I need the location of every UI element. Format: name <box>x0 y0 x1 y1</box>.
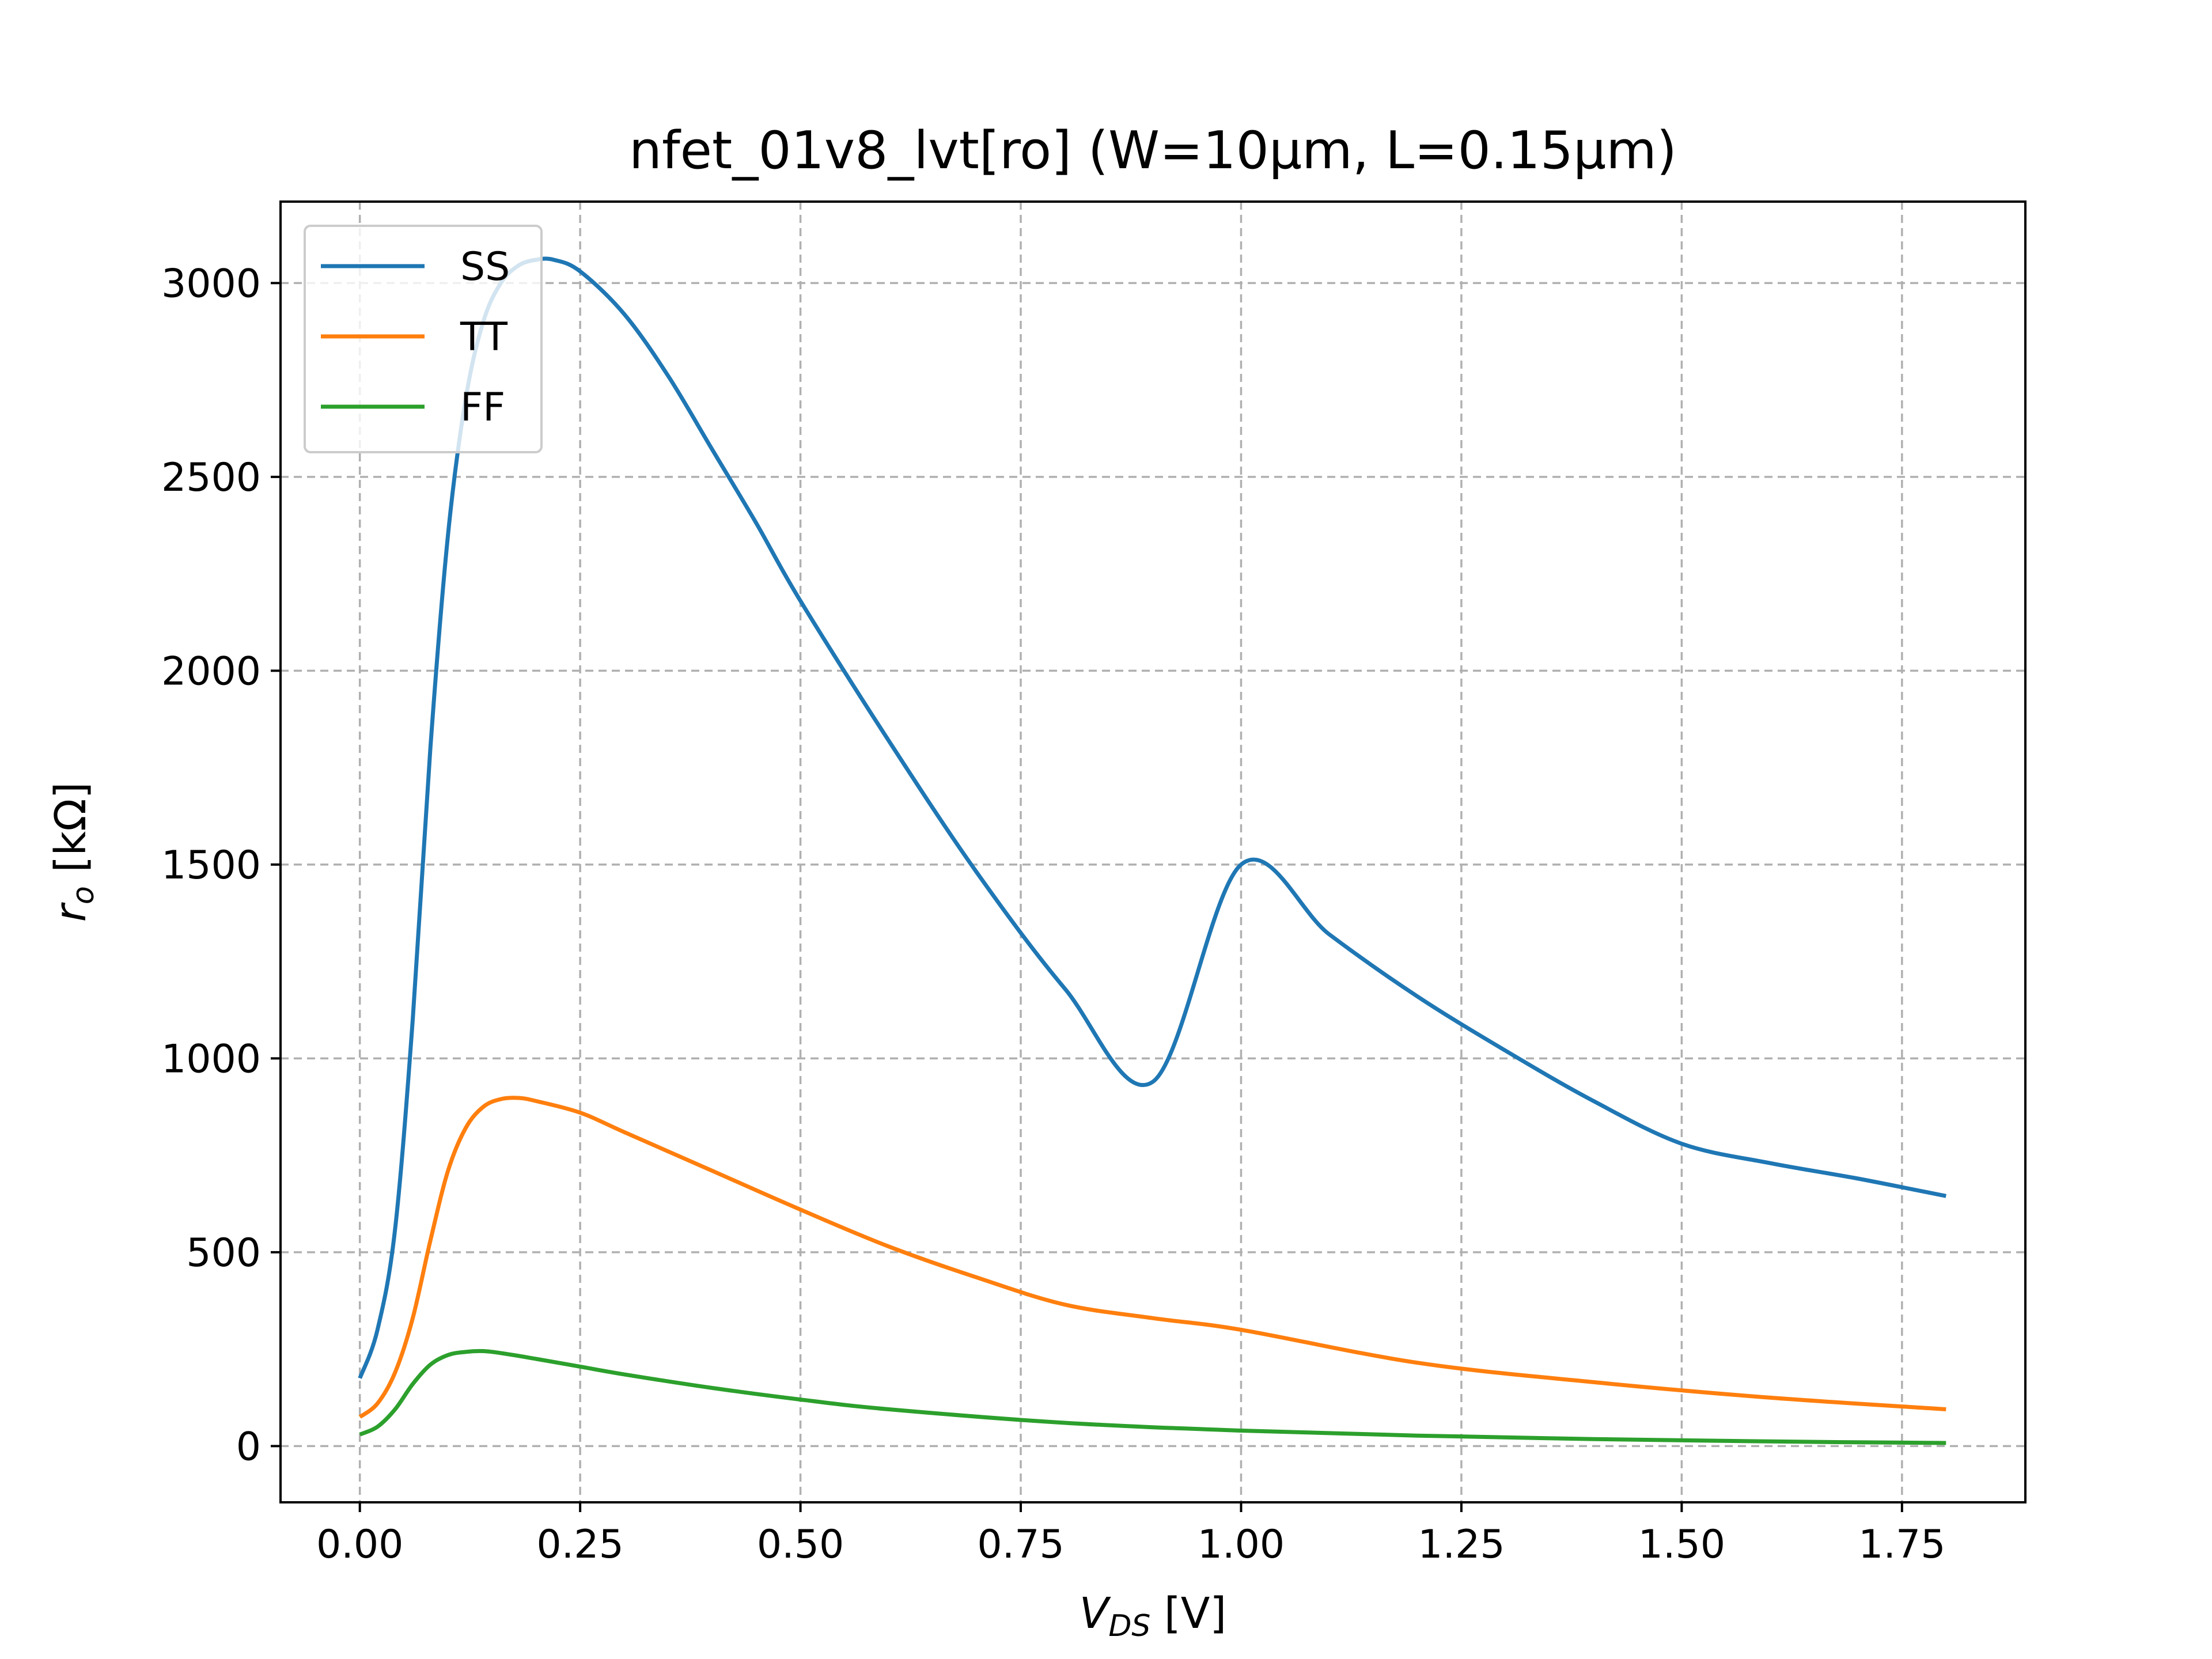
x-tick-label: 1.50 <box>1638 1522 1725 1567</box>
series-layer <box>358 256 1946 1445</box>
y-axis-label-unit: [kΩ] <box>46 782 96 887</box>
x-axis-label-main: V <box>1080 1589 1111 1638</box>
y-tick-label: 1500 <box>161 843 261 888</box>
y-tick-label: 0 <box>236 1424 261 1469</box>
y-tick-label: 2000 <box>161 649 261 694</box>
y-axis-label-sub: o <box>66 886 101 904</box>
x-tick-label: 1.00 <box>1198 1522 1285 1567</box>
legend-label-ff: FF <box>460 385 505 430</box>
series-line-tt <box>358 1096 1946 1419</box>
x-tick-label: 1.25 <box>1418 1522 1505 1567</box>
chart-title: nfet_01v8_lvt[ro] (W=10μm, L=0.15μm) <box>629 120 1677 181</box>
series-line-ff <box>359 1349 1946 1445</box>
y-tick-label: 500 <box>186 1230 261 1276</box>
legend-label-ss: SS <box>460 244 510 290</box>
legend: SS TT FF <box>304 225 543 453</box>
y-tick-label: 3000 <box>161 261 261 306</box>
plot-frame <box>279 200 2027 1503</box>
y-tick-label: 1000 <box>161 1036 261 1082</box>
legend-box <box>304 225 543 453</box>
x-tick-label: 0.00 <box>316 1522 403 1567</box>
x-axis: 0.00 0.25 0.50 0.75 1.00 1.25 1.50 1.75 <box>316 1502 1946 1567</box>
x-axis-label-unit: [V] <box>1150 1589 1226 1638</box>
legend-label-tt: TT <box>460 315 507 360</box>
x-axis-label-sub: DS <box>1108 1609 1150 1643</box>
x-axis-label: VDS [V] <box>1080 1589 1227 1643</box>
x-tick-label: 1.75 <box>1858 1522 1945 1567</box>
x-tick-label: 0.25 <box>536 1522 623 1567</box>
y-axis-label: ro [kΩ] <box>46 782 101 922</box>
y-tick-label: 2500 <box>161 455 261 501</box>
x-tick-label: 0.50 <box>757 1522 844 1567</box>
y-axis-label-main: r <box>46 902 96 922</box>
x-tick-label: 0.75 <box>977 1522 1064 1567</box>
y-axis: 0 500 1000 1500 2000 2500 3000 <box>161 261 281 1469</box>
series-line-ss <box>358 256 1946 1379</box>
